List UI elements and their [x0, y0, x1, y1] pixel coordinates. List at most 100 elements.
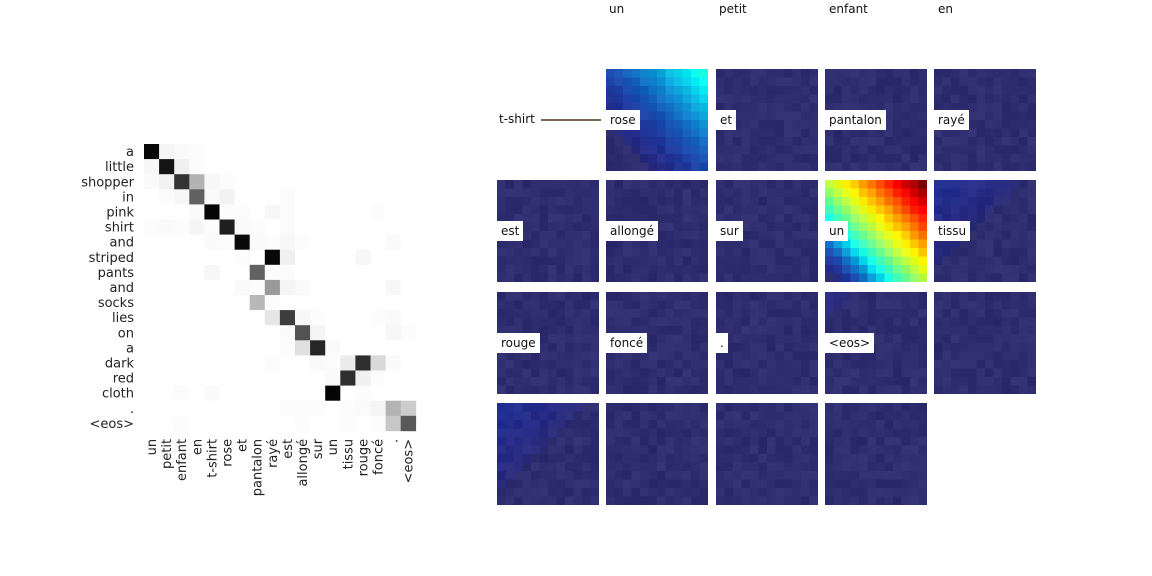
heatmap-cell: [204, 204, 220, 220]
heatmap-cell: [249, 310, 266, 326]
heatmap-cell: [144, 264, 160, 281]
col-tick-label: un: [326, 439, 341, 455]
heatmap-cell: [325, 415, 341, 432]
heatmap-cell: [400, 204, 417, 220]
heatmap-cell: [370, 295, 386, 311]
tile-label: .: [716, 333, 728, 353]
heatmap-cell: [370, 310, 386, 326]
heatmap-cell: [400, 189, 417, 205]
heatmap-cell: [340, 415, 356, 432]
heatmap-cell: [325, 295, 341, 311]
heatmap-cell: [279, 249, 296, 266]
heatmap-cell: [189, 174, 205, 190]
attention-tile: [825, 180, 927, 282]
heatmap-cell: [249, 385, 266, 401]
heatmap-cell: [219, 249, 235, 266]
heatmap-cell: [204, 370, 220, 386]
heatmap-cell: [279, 325, 296, 341]
heatmap-cell: [159, 310, 175, 326]
heatmap-cell: [249, 219, 266, 235]
heatmap-cell: [249, 234, 266, 250]
heatmap-cell: [340, 159, 356, 175]
heatmap-cell: [340, 174, 356, 190]
col-tick-label: rouge: [356, 439, 371, 477]
heatmap-cell: [279, 279, 296, 296]
heatmap-cell: [174, 310, 190, 326]
heatmap-cell: [279, 370, 296, 386]
heatmap-cell: [340, 189, 356, 205]
heatmap-cell: [174, 189, 190, 205]
heatmap-cell: [370, 234, 386, 250]
heatmap-cell: [234, 325, 250, 341]
heatmap-cell: [204, 159, 220, 175]
heatmap-cell: [219, 174, 235, 190]
heatmap-cell: [385, 310, 401, 326]
heatmap-cell: [264, 400, 281, 417]
heatmap-cell: [325, 219, 341, 235]
heatmap-cell: [295, 355, 311, 371]
heatmap-cell: [325, 279, 341, 296]
heatmap-cell: [234, 400, 250, 417]
heatmap-cell: [355, 295, 371, 311]
heatmap-cell: [370, 340, 386, 356]
heatmap-cell: [310, 385, 326, 401]
heatmap-cell: [144, 370, 160, 386]
heatmap-cell: [144, 295, 160, 311]
col-tick-label: est: [281, 439, 296, 459]
heatmap-cell: [279, 174, 296, 190]
heatmap-cell: [249, 279, 266, 296]
heatmap-cell: [159, 370, 175, 386]
heatmap-cell: [159, 295, 175, 311]
attention-tile: [825, 292, 927, 394]
heatmap-cell: [159, 204, 175, 220]
tile-label: foncé: [606, 333, 648, 353]
heatmap-cell: [234, 204, 250, 220]
row-tick-label: <eos>: [89, 417, 134, 432]
heatmap-cell: [340, 385, 356, 401]
heatmap-cell: [279, 355, 296, 371]
heatmap-cell: [174, 295, 190, 311]
heatmap-cell: [279, 264, 296, 281]
heatmap-cell: [295, 385, 311, 401]
heatmap-cell: [159, 174, 175, 190]
heatmap-cell: [174, 144, 190, 160]
heatmap-cell: [144, 159, 160, 175]
heatmap-cell: [249, 159, 266, 175]
heatmap-cell: [355, 279, 371, 296]
heatmap-cell: [264, 264, 281, 281]
heatmap-cell: [159, 279, 175, 296]
heatmap-cell: [234, 415, 250, 432]
heatmap-cell: [264, 295, 281, 311]
row-tick-label: pants: [98, 266, 135, 281]
heatmap-cell: [144, 234, 160, 250]
heatmap-cell: [310, 279, 326, 296]
heatmap-cell: [144, 204, 160, 220]
heatmap-cell: [340, 355, 356, 371]
heatmap-cell: [370, 355, 386, 371]
heatmap-cell: [219, 264, 235, 281]
heatmap-cell: [264, 204, 281, 220]
heatmap-cell: [325, 370, 341, 386]
heatmap-cell: [189, 279, 205, 296]
heatmap-cell: [295, 370, 311, 386]
heatmap-cell: [249, 249, 266, 266]
heatmap-cell: [355, 340, 371, 356]
heatmap-cell: [355, 355, 371, 371]
row-tick-label: cloth: [102, 387, 134, 402]
row-tick-label: dark: [105, 356, 135, 371]
heatmap-cell: [189, 144, 205, 160]
col-tick-label: petit: [160, 439, 175, 469]
heatmap-cell: [264, 159, 281, 175]
heatmap-cell: [355, 144, 371, 160]
heatmap-cell: [189, 340, 205, 356]
heatmap-cell: [295, 310, 311, 326]
heatmap-cell: [249, 415, 266, 432]
heatmap-cell: [219, 159, 235, 175]
attention-tile: [934, 292, 1036, 394]
heatmap-cell: [370, 204, 386, 220]
tile-label: <eos>: [825, 333, 875, 353]
heatmap-cell: [279, 415, 296, 432]
col-tick-label: <eos>: [402, 439, 417, 484]
heatmap-cell: [159, 234, 175, 250]
